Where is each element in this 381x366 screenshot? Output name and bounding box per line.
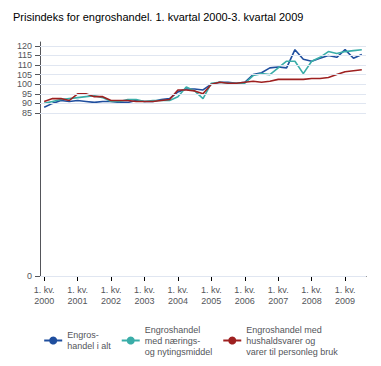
- svg-text:1. kv.: 1. kv.: [301, 285, 322, 295]
- svg-text:115: 115: [18, 50, 32, 60]
- svg-text:1. kv.: 1. kv.: [168, 285, 189, 295]
- svg-text:2003: 2003: [134, 296, 154, 306]
- svg-text:1. kv.: 1. kv.: [34, 285, 55, 295]
- svg-text:Prisindeks for engroshandel. 1: Prisindeks for engroshandel. 1. kvartal …: [13, 11, 303, 23]
- svg-text:1. kv.: 1. kv.: [268, 285, 289, 295]
- svg-text:120: 120: [17, 41, 32, 51]
- svg-text:varer til personleg bruk: varer til personleg bruk: [246, 347, 338, 357]
- svg-text:2001: 2001: [68, 296, 88, 306]
- svg-text:1. kv.: 1. kv.: [101, 285, 122, 295]
- svg-text:90: 90: [22, 98, 32, 108]
- svg-text:2006: 2006: [235, 296, 255, 306]
- svg-text:2008: 2008: [302, 296, 322, 306]
- svg-text:2009: 2009: [335, 296, 355, 306]
- svg-text:1. kv.: 1. kv.: [67, 285, 88, 295]
- svg-text:105: 105: [17, 70, 32, 80]
- svg-text:med nærings-: med nærings-: [145, 336, 201, 346]
- svg-text:0: 0: [27, 271, 32, 281]
- svg-text:2002: 2002: [101, 296, 121, 306]
- svg-text:100: 100: [17, 79, 32, 89]
- svg-text:1. kv.: 1. kv.: [234, 285, 255, 295]
- svg-text:Engros-: Engros-: [67, 330, 99, 340]
- svg-text:hushaldsvarer og: hushaldsvarer og: [246, 336, 315, 346]
- svg-text:Engroshandel: Engroshandel: [145, 325, 201, 335]
- svg-text:og nytingsmiddel: og nytingsmiddel: [145, 347, 213, 357]
- svg-text:85: 85: [22, 108, 32, 118]
- svg-text:95: 95: [22, 89, 32, 99]
- svg-text:1. kv.: 1. kv.: [201, 285, 222, 295]
- svg-text:handel i alt: handel i alt: [67, 341, 111, 351]
- svg-text:2000: 2000: [34, 296, 54, 306]
- svg-text:1. kv.: 1. kv.: [134, 285, 155, 295]
- svg-text:Engroshandel med: Engroshandel med: [246, 325, 322, 335]
- svg-text:110: 110: [18, 60, 32, 70]
- svg-text:1. kv.: 1. kv.: [335, 285, 356, 295]
- svg-text:2005: 2005: [201, 296, 221, 306]
- svg-text:2007: 2007: [268, 296, 288, 306]
- svg-text:2004: 2004: [168, 296, 188, 306]
